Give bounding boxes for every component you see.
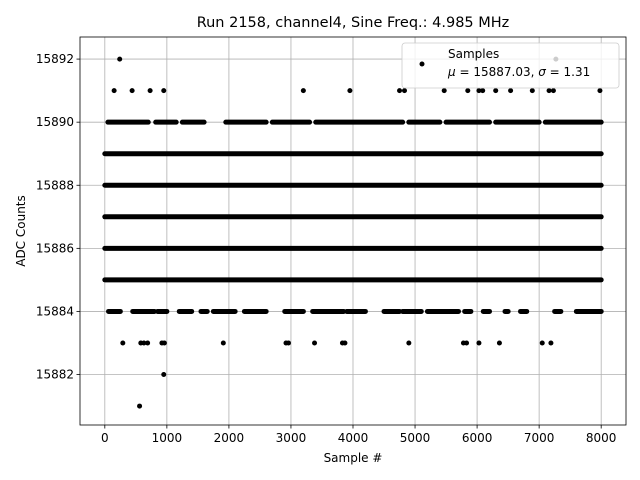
x-tick-label: 0: [101, 431, 109, 445]
data-point: [300, 88, 306, 94]
x-tick-label: 2000: [214, 431, 245, 445]
legend-sigma-symbol: σ: [538, 65, 546, 79]
chart-title: Run 2158, channel4, Sine Freq.: 4.985 MH…: [197, 15, 510, 31]
x-axis: 0 1000 2000 3000 4000 5000 6000 7000 8000: [101, 425, 616, 445]
legend-label: Samples: [448, 47, 499, 61]
legend-stats: μ = 15887.03, σ = 1.31: [447, 65, 590, 79]
data-point: [493, 88, 499, 94]
y-tick-label: 15892: [36, 52, 74, 66]
y-tick-label: 15888: [36, 178, 74, 192]
data-point: [441, 88, 447, 94]
data-points-layer: [102, 56, 604, 409]
data-point: [347, 88, 353, 94]
x-axis-label: Sample #: [324, 451, 383, 465]
data-point: [111, 88, 117, 94]
y-tick-label: 15884: [36, 304, 74, 318]
data-point: [161, 372, 167, 378]
x-tick-label: 8000: [586, 431, 617, 445]
data-point: [550, 88, 556, 94]
data-point: [508, 88, 514, 94]
data-point: [147, 88, 153, 94]
data-point: [312, 340, 318, 346]
data-point: [476, 88, 482, 94]
y-axis-label: ADC Counts: [14, 195, 28, 267]
x-tick-label: 1000: [152, 431, 183, 445]
legend-sigma-value: = 1.31: [546, 65, 590, 79]
legend-box: [401, 42, 620, 89]
legend: Samples μ = 15887.03, σ = 1.31: [401, 42, 620, 89]
data-point: [117, 56, 123, 62]
data-point: [597, 88, 603, 94]
data-point: [397, 88, 403, 94]
legend-mu-value: = 15887.03,: [456, 65, 539, 79]
data-point: [496, 340, 502, 346]
data-point: [548, 340, 554, 346]
data-point: [120, 340, 126, 346]
legend-marker: [419, 61, 425, 67]
x-tick-label: 3000: [276, 431, 307, 445]
data-point: [161, 88, 167, 94]
y-axis: 15882 15884 15886 15888 15890 15892: [36, 52, 80, 382]
x-tick-label: 5000: [400, 431, 431, 445]
y-tick-label: 15882: [36, 368, 74, 382]
data-point: [464, 340, 470, 346]
data-point: [342, 340, 348, 346]
data-point: [539, 340, 545, 346]
legend-mu-symbol: μ: [447, 65, 456, 79]
data-point: [145, 340, 151, 346]
data-point: [137, 403, 143, 409]
data-point: [161, 340, 167, 346]
data-point: [401, 88, 407, 94]
x-tick-label: 4000: [338, 431, 369, 445]
data-point: [476, 340, 482, 346]
y-tick-label: 15886: [36, 241, 74, 255]
data-point: [546, 88, 552, 94]
data-point: [220, 340, 226, 346]
data-point: [465, 88, 471, 94]
data-point: [406, 340, 412, 346]
data-point: [129, 88, 135, 94]
x-tick-label: 7000: [524, 431, 555, 445]
x-tick-label: 6000: [462, 431, 493, 445]
y-tick-label: 15890: [36, 115, 74, 129]
data-point: [529, 88, 535, 94]
data-point: [285, 340, 291, 346]
data-point: [141, 340, 147, 346]
data-point: [480, 88, 486, 94]
